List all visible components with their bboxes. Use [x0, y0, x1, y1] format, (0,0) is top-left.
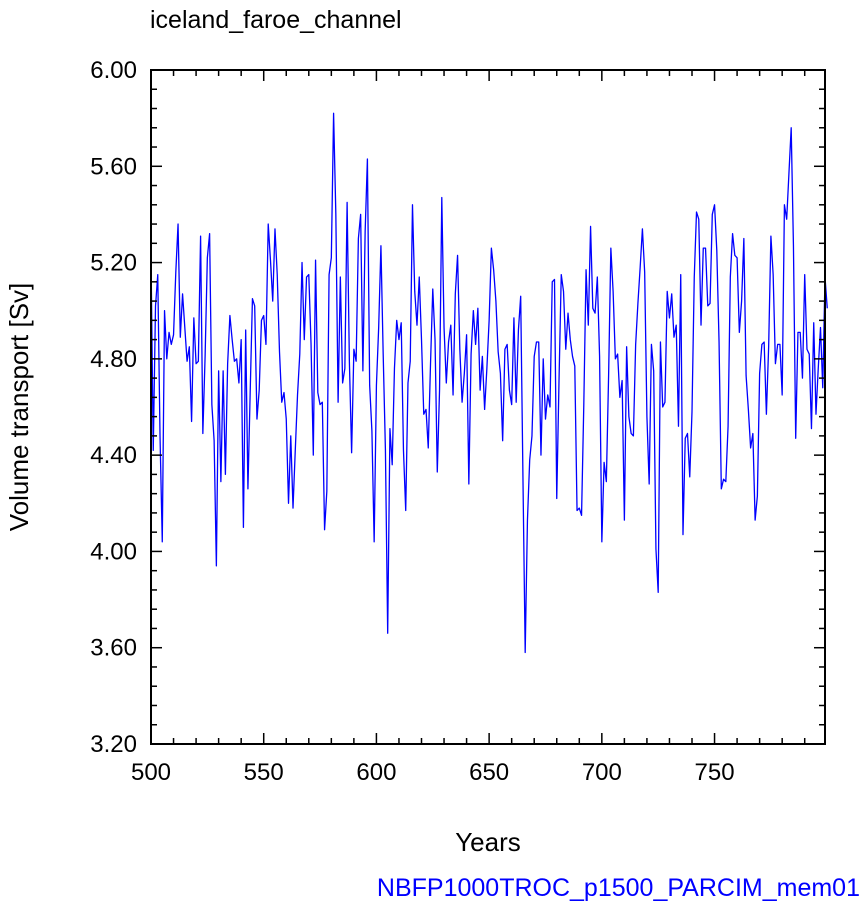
y-tick-label: 6.00	[90, 57, 137, 84]
chart-title: iceland_faroe_channel	[150, 6, 402, 34]
x-tick-label: 600	[356, 759, 396, 786]
y-tick-label: 4.00	[90, 538, 137, 565]
y-tick-label: 5.20	[90, 250, 137, 277]
y-tick-label: 3.60	[90, 635, 137, 662]
y-axis-label: Volume transport [Sv]	[4, 283, 34, 532]
y-tick-label: 4.80	[90, 346, 137, 373]
y-tick-label: 4.40	[90, 442, 137, 469]
x-tick-labels: 500 550 600 650 700 750	[131, 759, 735, 786]
x-tick-label: 500	[131, 759, 171, 786]
x-axis-label: Years	[455, 827, 521, 857]
y-tick-label: 5.60	[90, 153, 137, 180]
x-tick-label: 650	[469, 759, 509, 786]
y-tick-label: 3.20	[90, 731, 137, 758]
x-tick-label: 700	[582, 759, 622, 786]
x-tick-label: 750	[695, 759, 735, 786]
footer-label: NBFP1000TROC_p1500_PARCIM_mem01	[377, 874, 860, 902]
plot-frame	[150, 69, 826, 745]
y-tick-labels: 3.20 3.60 4.00 4.40 4.80 5.20 5.60 6.00	[90, 57, 137, 758]
plot-data-layer	[150, 112, 828, 654]
x-tick-label: 550	[244, 759, 284, 786]
series-line-1	[150, 112, 828, 654]
axis-ticks	[150, 69, 825, 745]
